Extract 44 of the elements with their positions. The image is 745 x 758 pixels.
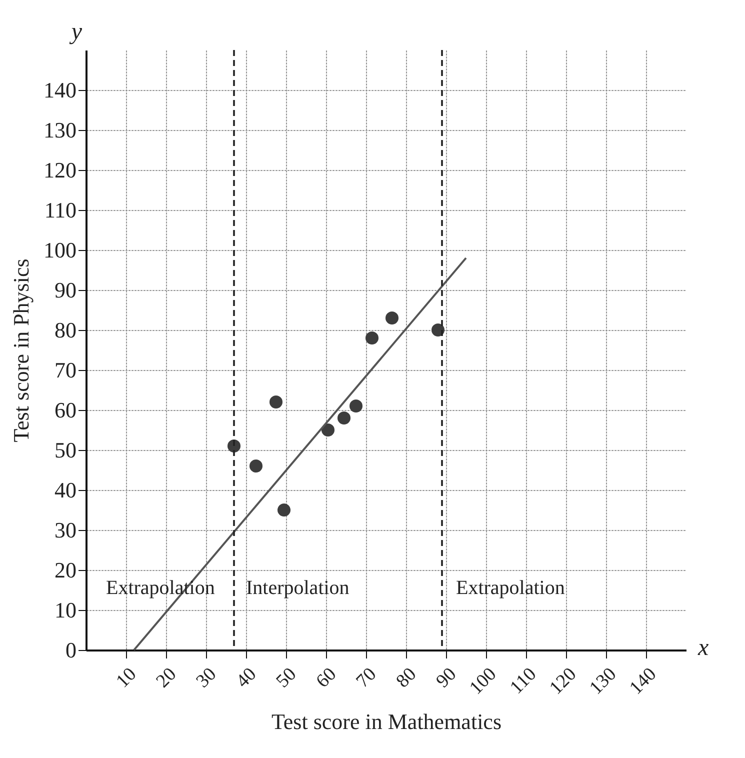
- y-tick-label: 20: [54, 558, 76, 582]
- y-tick-label: 70: [54, 358, 76, 382]
- y-tick-label: 90: [54, 278, 76, 302]
- y-tick-label: 140: [44, 78, 76, 102]
- x-tick-label: 90: [432, 664, 461, 692]
- x-tick-label: 80: [392, 664, 421, 692]
- x-tick-label: 60: [312, 664, 341, 692]
- y-tick-label: 120: [44, 158, 76, 182]
- y-tick-label: 0: [66, 638, 76, 662]
- x-axis-title: Test score in Mathematics: [271, 709, 502, 734]
- point: [277, 503, 291, 517]
- point: [337, 411, 351, 425]
- y-axis-title: Test score in Physics: [8, 258, 34, 442]
- point: [321, 423, 335, 437]
- text: x: [697, 635, 709, 661]
- y-tick-label: 80: [54, 318, 76, 342]
- x-tick-label: 130: [586, 664, 621, 699]
- y-tick-label: 130: [44, 118, 76, 142]
- annotation: Extrapolation: [456, 577, 565, 599]
- point: [349, 399, 363, 413]
- x-tick-label: 100: [466, 664, 501, 699]
- y-tick-label: 100: [44, 238, 76, 262]
- y-tick-label: 40: [54, 478, 76, 502]
- point: [385, 311, 399, 325]
- x-tick-label: 10: [112, 664, 141, 692]
- y-tick-label: 10: [54, 598, 76, 622]
- x-tick-label: 20: [152, 664, 181, 692]
- y-tick-label: 110: [44, 198, 76, 222]
- text: y: [69, 19, 82, 45]
- point: [365, 331, 379, 345]
- x-tick-label: 110: [506, 664, 541, 698]
- x-tick-label: 50: [272, 664, 301, 692]
- x-tick-label: 30: [192, 664, 221, 692]
- point: [249, 459, 263, 473]
- x-tick-label: 40: [232, 664, 261, 692]
- y-tick-label: 60: [54, 398, 76, 422]
- y-tick-label: 50: [54, 438, 76, 462]
- x-tick-label: 140: [626, 664, 661, 699]
- point: [431, 323, 445, 337]
- y-tick-label: 30: [54, 518, 76, 542]
- x-tick-label: 70: [352, 664, 381, 692]
- annotation: Interpolation: [246, 577, 350, 599]
- x-tick-label: 120: [546, 664, 581, 699]
- point: [269, 395, 283, 409]
